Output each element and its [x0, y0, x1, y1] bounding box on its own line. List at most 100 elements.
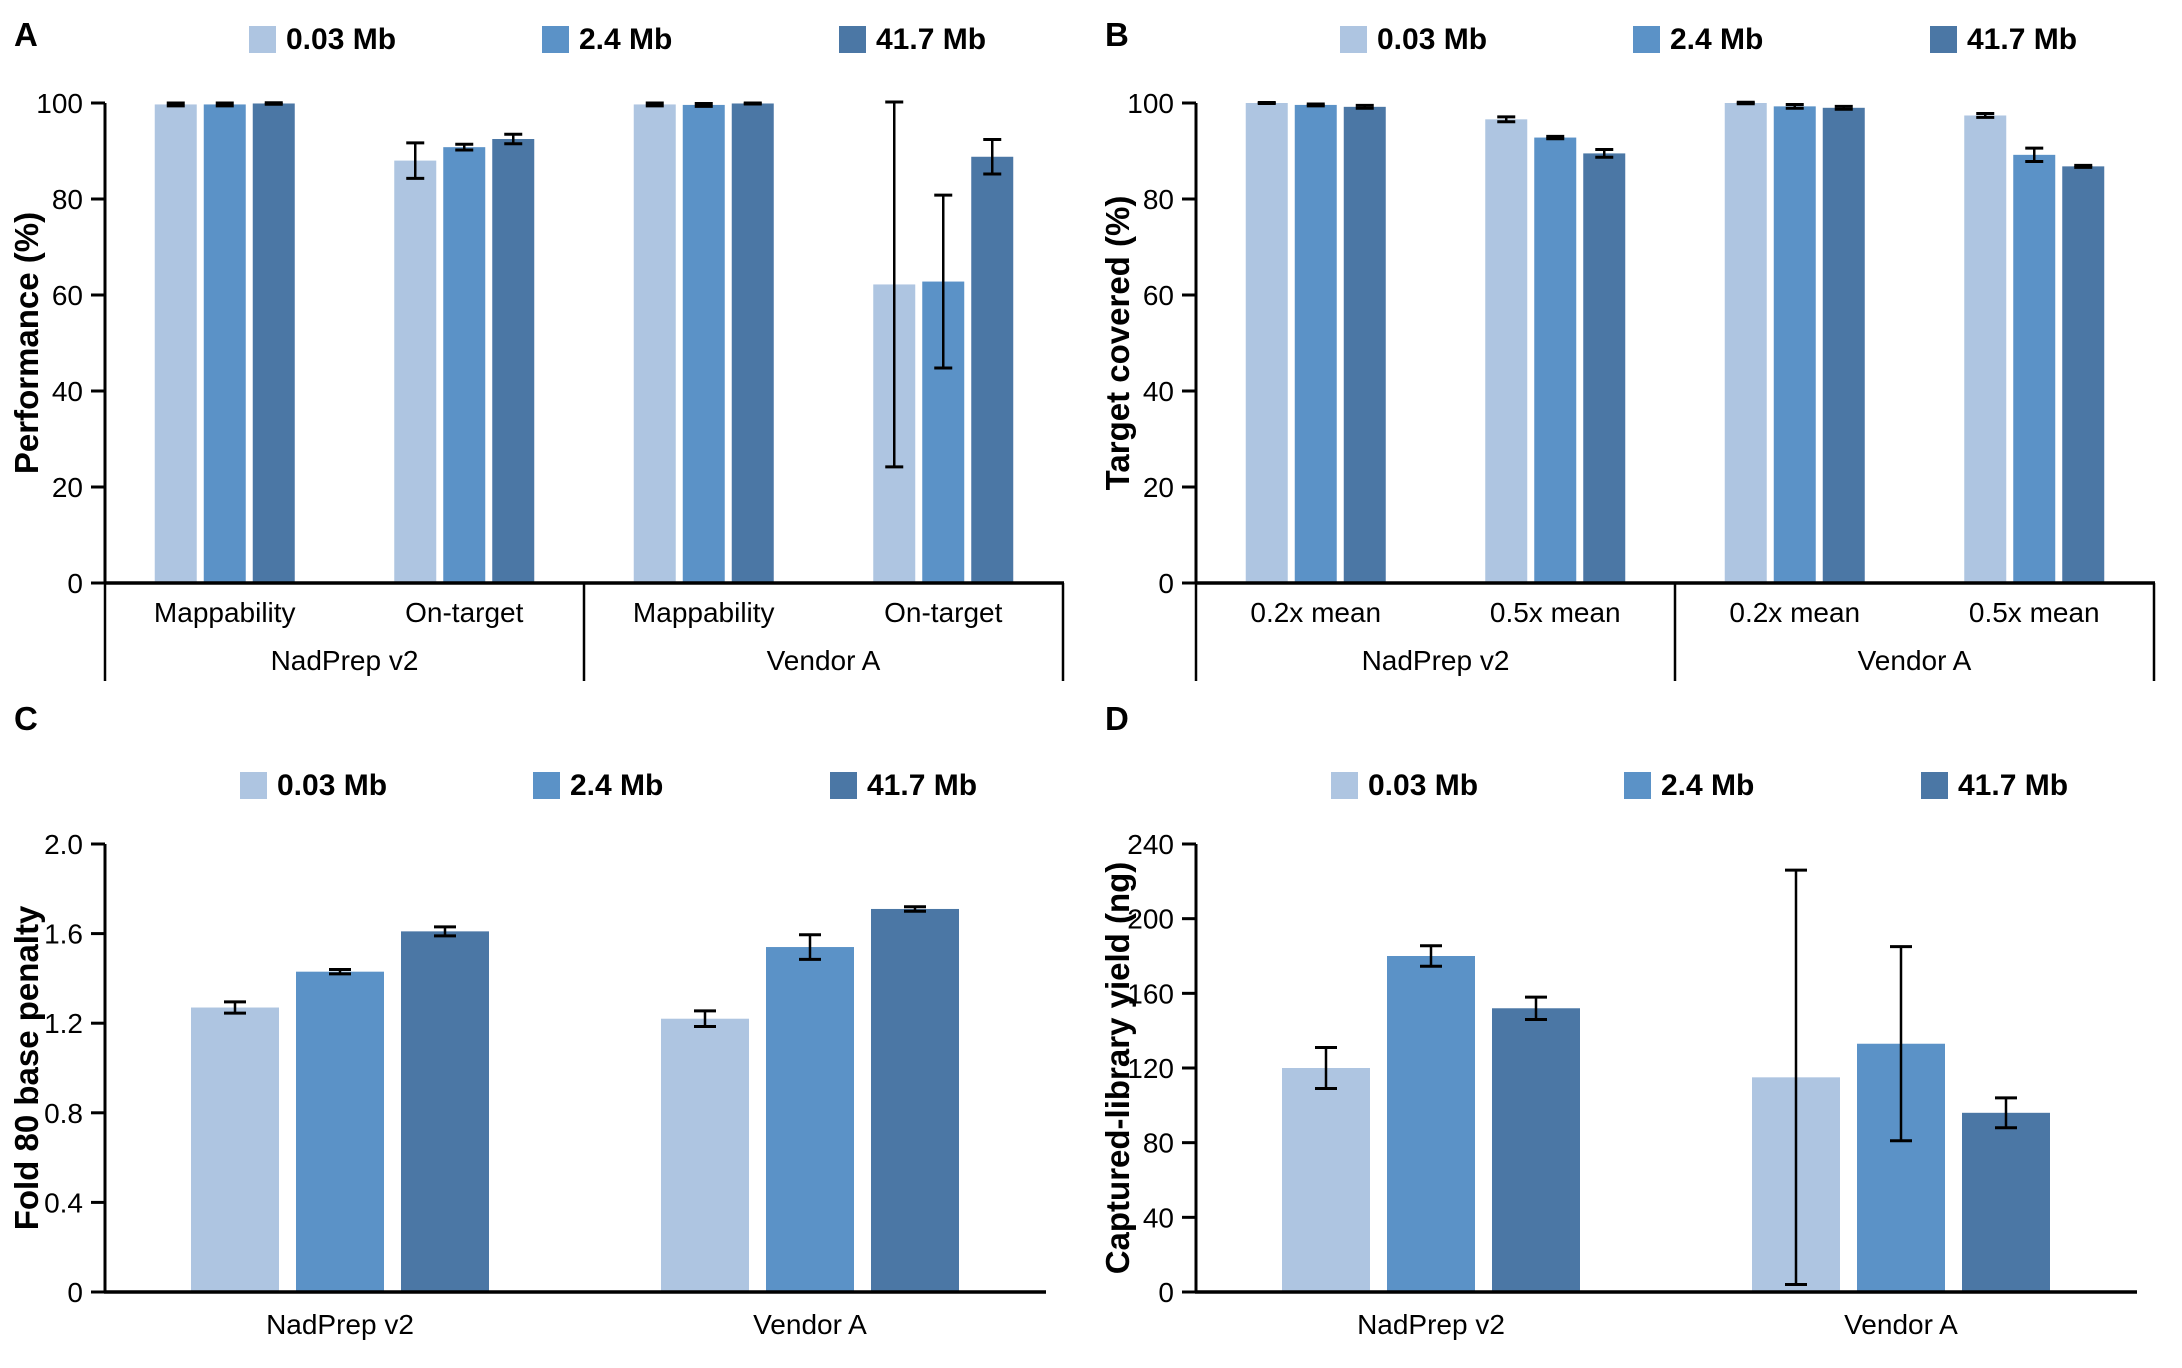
bar — [1724, 103, 1767, 583]
bar — [871, 908, 959, 1292]
panel-letter: D — [1105, 700, 1129, 737]
legend-swatch — [1340, 26, 1367, 53]
category-label: Mappability — [633, 597, 775, 628]
bar — [1534, 137, 1577, 583]
bar — [154, 104, 197, 583]
bar — [682, 104, 725, 584]
category-label: Mappability — [154, 597, 296, 628]
bar — [1485, 119, 1528, 583]
bar — [1294, 104, 1337, 584]
bar — [296, 971, 384, 1292]
bar — [1964, 115, 2007, 583]
legend-label: 41.7 Mb — [867, 769, 977, 802]
legend-swatch — [1633, 26, 1660, 53]
legend-label: 2.4 Mb — [579, 23, 672, 56]
bar — [252, 103, 295, 583]
panel-a-chart: A 0.03 Mb 2.4 Mb 41.7 Mb Performance (%) 0 20 4… — [8, 16, 1065, 681]
legend-label: 2.4 Mb — [1670, 23, 1763, 56]
y-axis-title: Performance (%) — [8, 212, 45, 474]
group-label: Vendor A — [767, 645, 881, 676]
y-tick-label: 100 — [1127, 88, 1174, 119]
y-tick-label: 60 — [1143, 280, 1174, 311]
legend-label: 0.03 Mb — [1377, 23, 1487, 56]
bar — [1583, 153, 1626, 583]
bar — [633, 104, 676, 583]
panel-letter: B — [1105, 16, 1129, 53]
y-tick-label: 0 — [1158, 568, 1174, 599]
y-tick-label: 1.6 — [44, 919, 83, 950]
legend-label: 41.7 Mb — [1958, 769, 2068, 802]
y-tick-label: 0.8 — [44, 1098, 83, 1129]
panel-c-chart: C 0.03 Mb 2.4 Mb 41.7 Mb Fold 80 base penalt… — [8, 700, 1046, 1340]
category-label: On-target — [405, 597, 523, 628]
category-label: NadPrep v2 — [1357, 1309, 1505, 1340]
panel-letter: C — [14, 700, 38, 737]
bar — [2062, 166, 2105, 584]
legend-swatch — [1921, 772, 1948, 799]
y-tick-label: 120 — [1127, 1053, 1174, 1084]
y-axis-title: Target covered (%) — [1099, 196, 1136, 491]
group-label: NadPrep v2 — [271, 645, 419, 676]
y-tick-label: 1.2 — [44, 1008, 83, 1039]
y-tick-label: 0 — [67, 568, 83, 599]
bar — [1343, 106, 1386, 583]
bar — [766, 947, 854, 1292]
legend-label: 41.7 Mb — [1967, 23, 2077, 56]
bar — [1822, 107, 1865, 584]
category-label: On-target — [884, 597, 1002, 628]
group-label: NadPrep v2 — [1362, 645, 1510, 676]
bar — [661, 1018, 749, 1292]
bar — [731, 103, 774, 583]
legend-label: 2.4 Mb — [570, 769, 663, 802]
legend-swatch — [542, 26, 569, 53]
bar — [1492, 1008, 1580, 1292]
y-tick-label: 40 — [52, 376, 83, 407]
bar — [971, 156, 1014, 583]
category-label: Vendor A — [753, 1309, 867, 1340]
y-tick-label: 160 — [1127, 978, 1174, 1009]
bar — [2013, 154, 2056, 583]
y-tick-label: 0 — [67, 1277, 83, 1308]
bar — [443, 147, 486, 583]
bar — [1387, 956, 1475, 1292]
legend-swatch — [533, 772, 560, 799]
y-tick-label: 100 — [36, 88, 83, 119]
y-tick-label: 20 — [1143, 472, 1174, 503]
legend-label: 0.03 Mb — [1368, 769, 1478, 802]
legend-swatch — [1930, 26, 1957, 53]
bar — [203, 104, 246, 583]
category-label: Vendor A — [1844, 1309, 1958, 1340]
legend-swatch — [240, 772, 267, 799]
legend-label: 0.03 Mb — [286, 23, 396, 56]
legend-swatch — [1331, 772, 1358, 799]
bar — [1245, 103, 1288, 583]
category-label: 0.2x mean — [1729, 597, 1860, 628]
legend-label: 2.4 Mb — [1661, 769, 1754, 802]
y-tick-label: 60 — [52, 280, 83, 311]
y-tick-label: 240 — [1127, 829, 1174, 860]
category-label: NadPrep v2 — [266, 1309, 414, 1340]
y-tick-label: 0.4 — [44, 1187, 83, 1218]
group-label: Vendor A — [1858, 645, 1972, 676]
y-tick-label: 80 — [1143, 1128, 1174, 1159]
y-tick-label: 80 — [52, 184, 83, 215]
y-tick-label: 40 — [1143, 1202, 1174, 1233]
bar — [394, 160, 437, 583]
category-label: 0.5x mean — [1490, 597, 1621, 628]
panel-d-chart: D 0.03 Mb 2.4 Mb 41.7 Mb Captured-library yi… — [1099, 700, 2137, 1340]
legend-swatch — [249, 26, 276, 53]
y-tick-label: 200 — [1127, 904, 1174, 935]
y-tick-label: 0 — [1158, 1277, 1174, 1308]
legend-swatch — [839, 26, 866, 53]
y-tick-label: 20 — [52, 472, 83, 503]
bar — [1962, 1112, 2050, 1292]
y-tick-label: 2.0 — [44, 829, 83, 860]
y-axis-title: Captured-library yield (ng) — [1099, 862, 1136, 1275]
legend-label: 0.03 Mb — [277, 769, 387, 802]
legend-swatch — [830, 772, 857, 799]
panel-letter: A — [14, 16, 38, 53]
bar — [1282, 1068, 1370, 1292]
panel-b-chart: B 0.03 Mb 2.4 Mb 41.7 Mb Target covered (%) 0… — [1099, 16, 2156, 681]
y-tick-label: 40 — [1143, 376, 1174, 407]
